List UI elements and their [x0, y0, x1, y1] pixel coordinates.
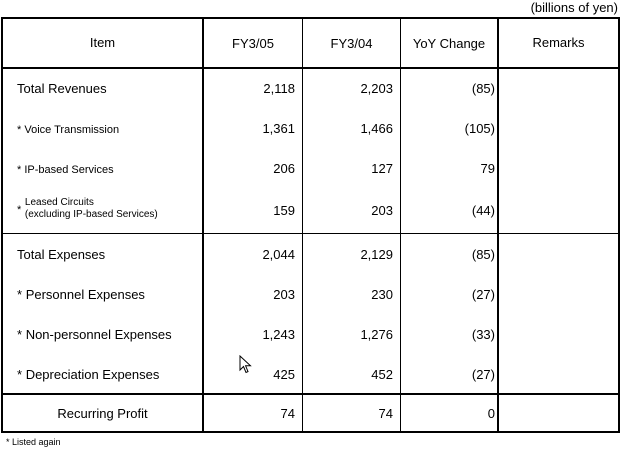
cell-fy304: 1,466 — [360, 121, 393, 136]
mouse-pointer-icon — [239, 354, 253, 380]
cell-fy304: 2,203 — [360, 81, 393, 96]
cell-fy304: 127 — [371, 161, 393, 176]
cell-yoy: 0 — [487, 406, 495, 421]
col-divider-item — [202, 17, 204, 433]
cell-fy305: 2,118 — [263, 81, 295, 96]
cell-fy304: 74 — [378, 406, 393, 421]
units-note: (billions of yen) — [530, 0, 618, 15]
row-label-total-revenues: Total Revenues — [17, 81, 107, 96]
financial-table: Item FY3/05 FY3/04 YoY Change Remarks To… — [1, 17, 620, 433]
table-border — [1, 17, 620, 433]
cell-fy305: 74 — [280, 406, 295, 421]
cell-yoy: (33) — [471, 327, 495, 342]
cell-fy304: 452 — [371, 367, 393, 382]
cell-yoy: 79 — [480, 161, 495, 176]
row-label-depreciation-expenses: * Depreciation Expenses — [17, 367, 160, 382]
header-yoy: YoY Change — [412, 36, 486, 51]
cell-yoy: (27) — [471, 287, 495, 302]
cell-fy305: 1,361 — [262, 121, 295, 136]
cell-fy305: 1,243 — [262, 327, 295, 342]
header-fy305: FY3/05 — [232, 36, 274, 51]
row-label-total-expenses: Total Expenses — [17, 247, 106, 262]
cell-fy305: 206 — [273, 161, 295, 176]
cell-yoy: (44) — [471, 203, 495, 218]
header-remarks: Remarks — [532, 35, 585, 50]
cell-fy304: 1,276 — [360, 327, 393, 342]
cell-fy305: 425 — [273, 367, 295, 382]
section-divider-profit — [1, 393, 620, 395]
cell-yoy: (85) — [471, 81, 495, 96]
cell-fy304: 2,129 — [360, 247, 393, 262]
header-item: Item — [89, 35, 116, 50]
col-divider-fy304 — [400, 17, 401, 433]
cell-yoy: (85) — [471, 247, 495, 262]
row-label-personnel-expenses: * Personnel Expenses — [17, 287, 145, 302]
cell-fy304: 230 — [371, 287, 393, 302]
cell-fy305: 203 — [273, 287, 295, 302]
row-label-leased-circuits: * Leased Circuits (excluding IP-based Se… — [17, 197, 158, 220]
row-label-non-personnel-expenses: * Non-personnel Expenses — [17, 327, 172, 342]
row-label-recurring-profit: Recurring Profit — [57, 406, 148, 421]
header-divider — [1, 67, 620, 69]
row-label-voice-transmission: * Voice Transmission — [17, 124, 120, 136]
cell-fy305: 2,044 — [262, 247, 295, 262]
cell-yoy: (27) — [471, 367, 495, 382]
cell-fy305: 159 — [273, 203, 295, 218]
cell-fy304: 203 — [371, 203, 393, 218]
footnote: * Listed again — [6, 437, 61, 447]
col-divider-yoy — [497, 17, 499, 433]
section-divider-expenses — [1, 233, 620, 234]
cell-yoy: (105) — [464, 121, 495, 136]
row-label-ip-based-services: * IP-based Services — [17, 164, 114, 176]
header-fy304: FY3/04 — [330, 36, 373, 51]
col-divider-fy — [302, 17, 303, 433]
